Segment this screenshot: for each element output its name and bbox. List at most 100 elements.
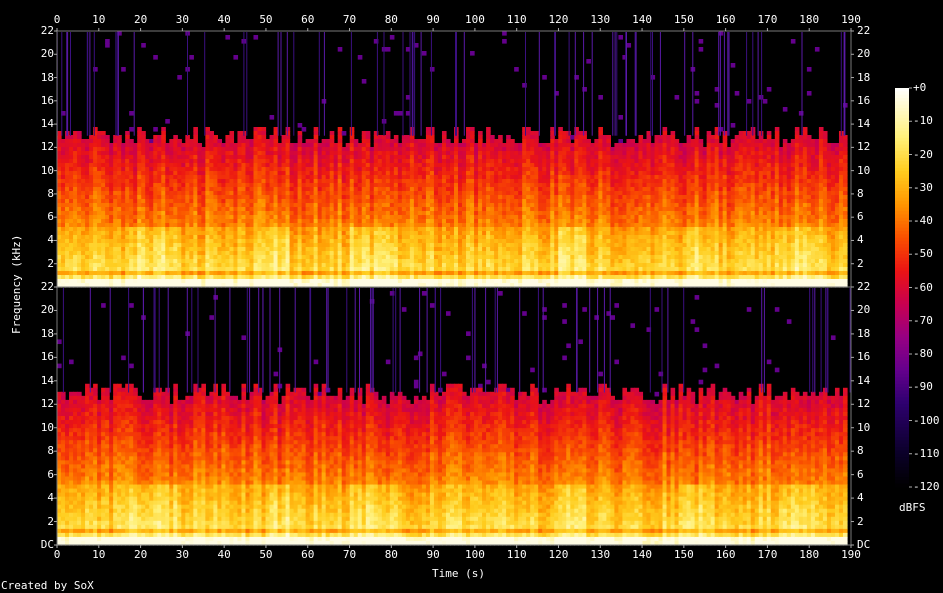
y-tick-label-ch1-left: 22 xyxy=(40,24,54,37)
colorbar-tick-label: -30 xyxy=(913,180,933,194)
y-axis-label: Frequency (kHz) xyxy=(10,234,23,334)
y-tick-label-ch1-right: 4 xyxy=(857,233,864,247)
x-tick-label-bottom: 180 xyxy=(799,548,820,561)
x-tick-label-bottom: 30 xyxy=(175,548,189,561)
x-tick-label-top: 30 xyxy=(175,13,189,26)
created-by-sox: Created by SoX xyxy=(1,579,94,592)
x-tick-label-bottom: 130 xyxy=(590,548,611,561)
x-tick-label-top: 150 xyxy=(673,13,694,26)
x-tick-label-bottom: 150 xyxy=(673,548,694,561)
y-tick-label-ch2-left: 6 xyxy=(47,467,54,481)
x-tick-label-top: 70 xyxy=(342,13,357,26)
x-tick-label-top: 160 xyxy=(715,13,736,26)
y-tick-label-ch2-left: 8 xyxy=(47,444,54,458)
x-tick-label-top: 120 xyxy=(548,13,569,26)
y-tick-label-ch2-left: 4 xyxy=(47,491,54,505)
x-tick-label-top: 20 xyxy=(133,13,148,26)
colorbar xyxy=(895,87,912,488)
y-tick-label-ch2-right: 4 xyxy=(857,491,864,505)
colorbar-tick-label: -10 xyxy=(913,114,933,128)
y-tick-label-ch1-right: 16 xyxy=(857,93,871,107)
y-tick-label-ch1-right: 18 xyxy=(857,70,871,84)
y-tick-label-ch2-left: 22 xyxy=(40,280,54,293)
colorbar-tick-label: -100 xyxy=(913,413,940,427)
x-tick-label-bottom: 60 xyxy=(301,548,315,561)
y-tick-label-ch2-right: 10 xyxy=(857,420,871,434)
colorbar-tick-label: -20 xyxy=(913,147,933,161)
x-tick-label-top: 80 xyxy=(384,13,398,26)
x-tick-label-bottom: 80 xyxy=(384,548,398,561)
y-tick-label-ch2-right: 14 xyxy=(857,373,871,387)
colorbar-tick-label: -80 xyxy=(913,347,933,360)
y-tick-label-ch1-left: 10 xyxy=(40,163,54,177)
y-tick-label-ch2-right: 8 xyxy=(857,444,864,458)
x-tick-label-top: 180 xyxy=(799,13,820,26)
y-tick-label-ch1-right: 22 xyxy=(857,24,871,37)
x-axis-label: Time (s) xyxy=(432,567,485,580)
x-tick-label-top: 170 xyxy=(757,13,778,26)
x-tick-label-bottom: 10 xyxy=(92,548,106,561)
y-tick-label-ch2-left: 18 xyxy=(40,326,54,340)
x-tick-label-top: 130 xyxy=(590,13,611,26)
x-tick-label-top: 0 xyxy=(53,13,61,26)
colorbar-tick-label: -90 xyxy=(913,380,933,394)
x-tick-label-top: 40 xyxy=(217,13,231,26)
x-tick-label-bottom: 100 xyxy=(464,548,485,561)
y-tick-label-ch2-left: 10 xyxy=(40,420,54,434)
y-tick-label-ch1-left: 12 xyxy=(40,140,54,154)
x-tick-label-bottom: 110 xyxy=(506,548,527,561)
y-tick-label-ch2-right: 22 xyxy=(857,280,871,293)
colorbar-tick-label: -120 xyxy=(913,480,940,493)
x-tick-label-top: 190 xyxy=(841,13,861,26)
y-tick-label-ch2-right: 18 xyxy=(857,326,871,340)
y-tick-label-ch1-left: 4 xyxy=(47,233,54,247)
y-tick-label-ch2-right: 6 xyxy=(857,467,864,481)
colorbar-tick-label: +0 xyxy=(913,81,927,94)
y-tick-label-ch1-right: 14 xyxy=(857,117,871,131)
y-tick-label-ch2-left: 12 xyxy=(40,397,54,411)
y-tick-label-ch2-left: 16 xyxy=(40,350,54,364)
x-tick-label-bottom: 170 xyxy=(757,548,778,561)
x-tick-label-top: 60 xyxy=(301,13,315,26)
x-tick-label-bottom: 120 xyxy=(548,548,569,561)
colorbar-tick-label: -70 xyxy=(913,313,933,327)
y-tick-label-ch2-left: 14 xyxy=(40,373,54,387)
y-tick-label-ch2-right: DC xyxy=(857,538,871,551)
x-tick-label-bottom: 90 xyxy=(426,548,440,561)
x-tick-label-bottom: 20 xyxy=(133,548,148,561)
y-tick-label-ch2-right: 12 xyxy=(857,397,871,411)
y-tick-label-ch2-left: 20 xyxy=(40,303,54,317)
y-tick-label-ch1-right: 20 xyxy=(857,47,871,61)
y-tick-label-ch1-left: 18 xyxy=(40,70,54,84)
x-tick-label-top: 10 xyxy=(92,13,106,26)
y-tick-label-ch2-right: 2 xyxy=(857,514,864,528)
colorbar-tick-label: -110 xyxy=(913,446,940,460)
x-tick-label-bottom: 50 xyxy=(259,548,273,561)
colorbar-tick-label: -60 xyxy=(913,280,933,294)
x-tick-label-top: 140 xyxy=(632,13,652,26)
spectrogram-channel-2 xyxy=(56,286,852,546)
spectrogram-channel-1 xyxy=(56,30,852,288)
y-tick-label-ch2-right: 20 xyxy=(857,303,871,317)
y-tick-label-ch1-left: 20 xyxy=(40,47,54,61)
y-tick-label-ch1-left: 8 xyxy=(47,186,54,200)
x-tick-label-bottom: 190 xyxy=(841,548,861,561)
colorbar-label: dBFS xyxy=(899,501,926,514)
axis-ticks xyxy=(54,28,854,548)
y-tick-label-ch1-left: 14 xyxy=(40,117,54,131)
y-tick-label-ch1-right: 12 xyxy=(857,140,871,154)
y-tick-label-ch1-left: 16 xyxy=(40,93,54,107)
x-tick-label-bottom: 40 xyxy=(217,548,231,561)
y-tick-label-ch1-left: 2 xyxy=(47,256,54,270)
x-tick-label-bottom: 160 xyxy=(715,548,736,561)
colorbar-tick-label: -40 xyxy=(913,214,933,227)
y-tick-label-ch1-right: 2 xyxy=(857,256,864,270)
x-tick-label-top: 100 xyxy=(464,13,485,26)
colorbar-tick-label: -50 xyxy=(913,247,933,261)
y-tick-label-ch1-left: 6 xyxy=(47,210,54,224)
x-tick-label-top: 50 xyxy=(259,13,273,26)
y-tick-label-ch1-right: 6 xyxy=(857,210,864,224)
y-tick-label-ch1-right: 8 xyxy=(857,186,864,200)
